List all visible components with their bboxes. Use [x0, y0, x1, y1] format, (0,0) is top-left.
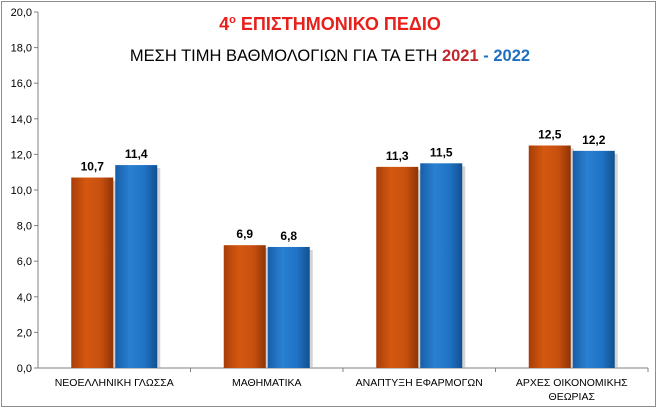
y-tick-label: 16,0: [11, 78, 32, 90]
chart-subtitle-year1: 2021: [442, 47, 479, 65]
x-category-label: ΑΡΧΕΣ ΟΙΚΟΝΟΜΙΚΗΣ: [516, 377, 628, 389]
y-tick-label: 2,0: [17, 327, 32, 339]
bar-2022: [115, 165, 158, 368]
data-label-2022: 12,2: [582, 133, 606, 147]
y-tick-label: 20,0: [11, 7, 32, 19]
x-category-label: ΝΕΟΕΛΛΗΝΙΚΗ ΓΛΩΣΣΑ: [55, 377, 174, 389]
chart-subtitle: ΜΕΣΗ ΤΙΜΗ ΒΑΘΜΟΛΟΓΙΩΝ ΓΙΑ ΤΑ ΕΤΗ 2021 - …: [130, 47, 530, 65]
y-tick-label: 6,0: [17, 256, 32, 268]
y-tick-label: 0,0: [17, 363, 32, 375]
data-label-2021: 11,3: [386, 149, 409, 163]
y-tick-label: 4,0: [17, 292, 32, 304]
chart-subtitle-separator: -: [479, 47, 494, 65]
chart-title-text: ΕΠΙΣΤΗΜΟΝΙΚΟ ΠΕΔΙΟ: [236, 14, 441, 34]
data-label-2021: 10,7: [81, 160, 105, 174]
chart-subtitle-text: ΜΕΣΗ ΤΙΜΗ ΒΑΘΜΟΛΟΓΙΩΝ ΓΙΑ ΤΑ ΕΤΗ: [130, 47, 442, 65]
chart-title-number: 4: [219, 14, 229, 34]
y-tick-label: 8,0: [17, 221, 32, 233]
bar-2021: [223, 245, 266, 368]
chart-subtitle-year2: 2022: [493, 47, 530, 65]
chart-title-superscript: ο: [229, 14, 236, 26]
data-label-2021: 12,5: [538, 128, 562, 142]
bar-2022: [572, 150, 615, 368]
data-label-2022: 11,5: [430, 145, 453, 159]
y-tick-label: 18,0: [11, 43, 32, 55]
bar-2021: [71, 177, 114, 368]
x-category-label: ΘΕΩΡΙΑΣ: [549, 391, 596, 403]
bar-2022: [420, 163, 463, 368]
bar-2021: [376, 166, 419, 368]
chart-title: 4ο ΕΠΙΣΤΗΜΟΝΙΚΟ ΠΕΔΙΟ: [219, 14, 441, 34]
chart-axes: 0,0 2,0 4,0 6,0 8,0 10,0 12,0 14,0 16,0 18,0 20,0 Ν…: [11, 7, 649, 403]
y-tick-label: 12,0: [11, 149, 32, 161]
data-label-2022: 6,8: [280, 229, 297, 243]
chart-data-labels: 10,7 11,4 6,9 6,8 11,3 11,5 12,5 12,2: [81, 128, 606, 243]
bar-2021: [528, 145, 571, 368]
data-label-2021: 6,9: [236, 227, 253, 241]
x-category-label: ΜΑΘΗΜΑΤΙΚΑ: [232, 377, 302, 389]
y-tick-label: 14,0: [11, 114, 32, 126]
y-tick-label: 10,0: [11, 185, 32, 197]
bar-2022: [267, 246, 310, 368]
data-label-2022: 11,4: [125, 147, 148, 161]
chart-bars: [71, 145, 618, 368]
x-category-label: ΑΝΑΠΤΥΞΗ ΕΦΑΡΜΟΓΩΝ: [356, 377, 483, 389]
